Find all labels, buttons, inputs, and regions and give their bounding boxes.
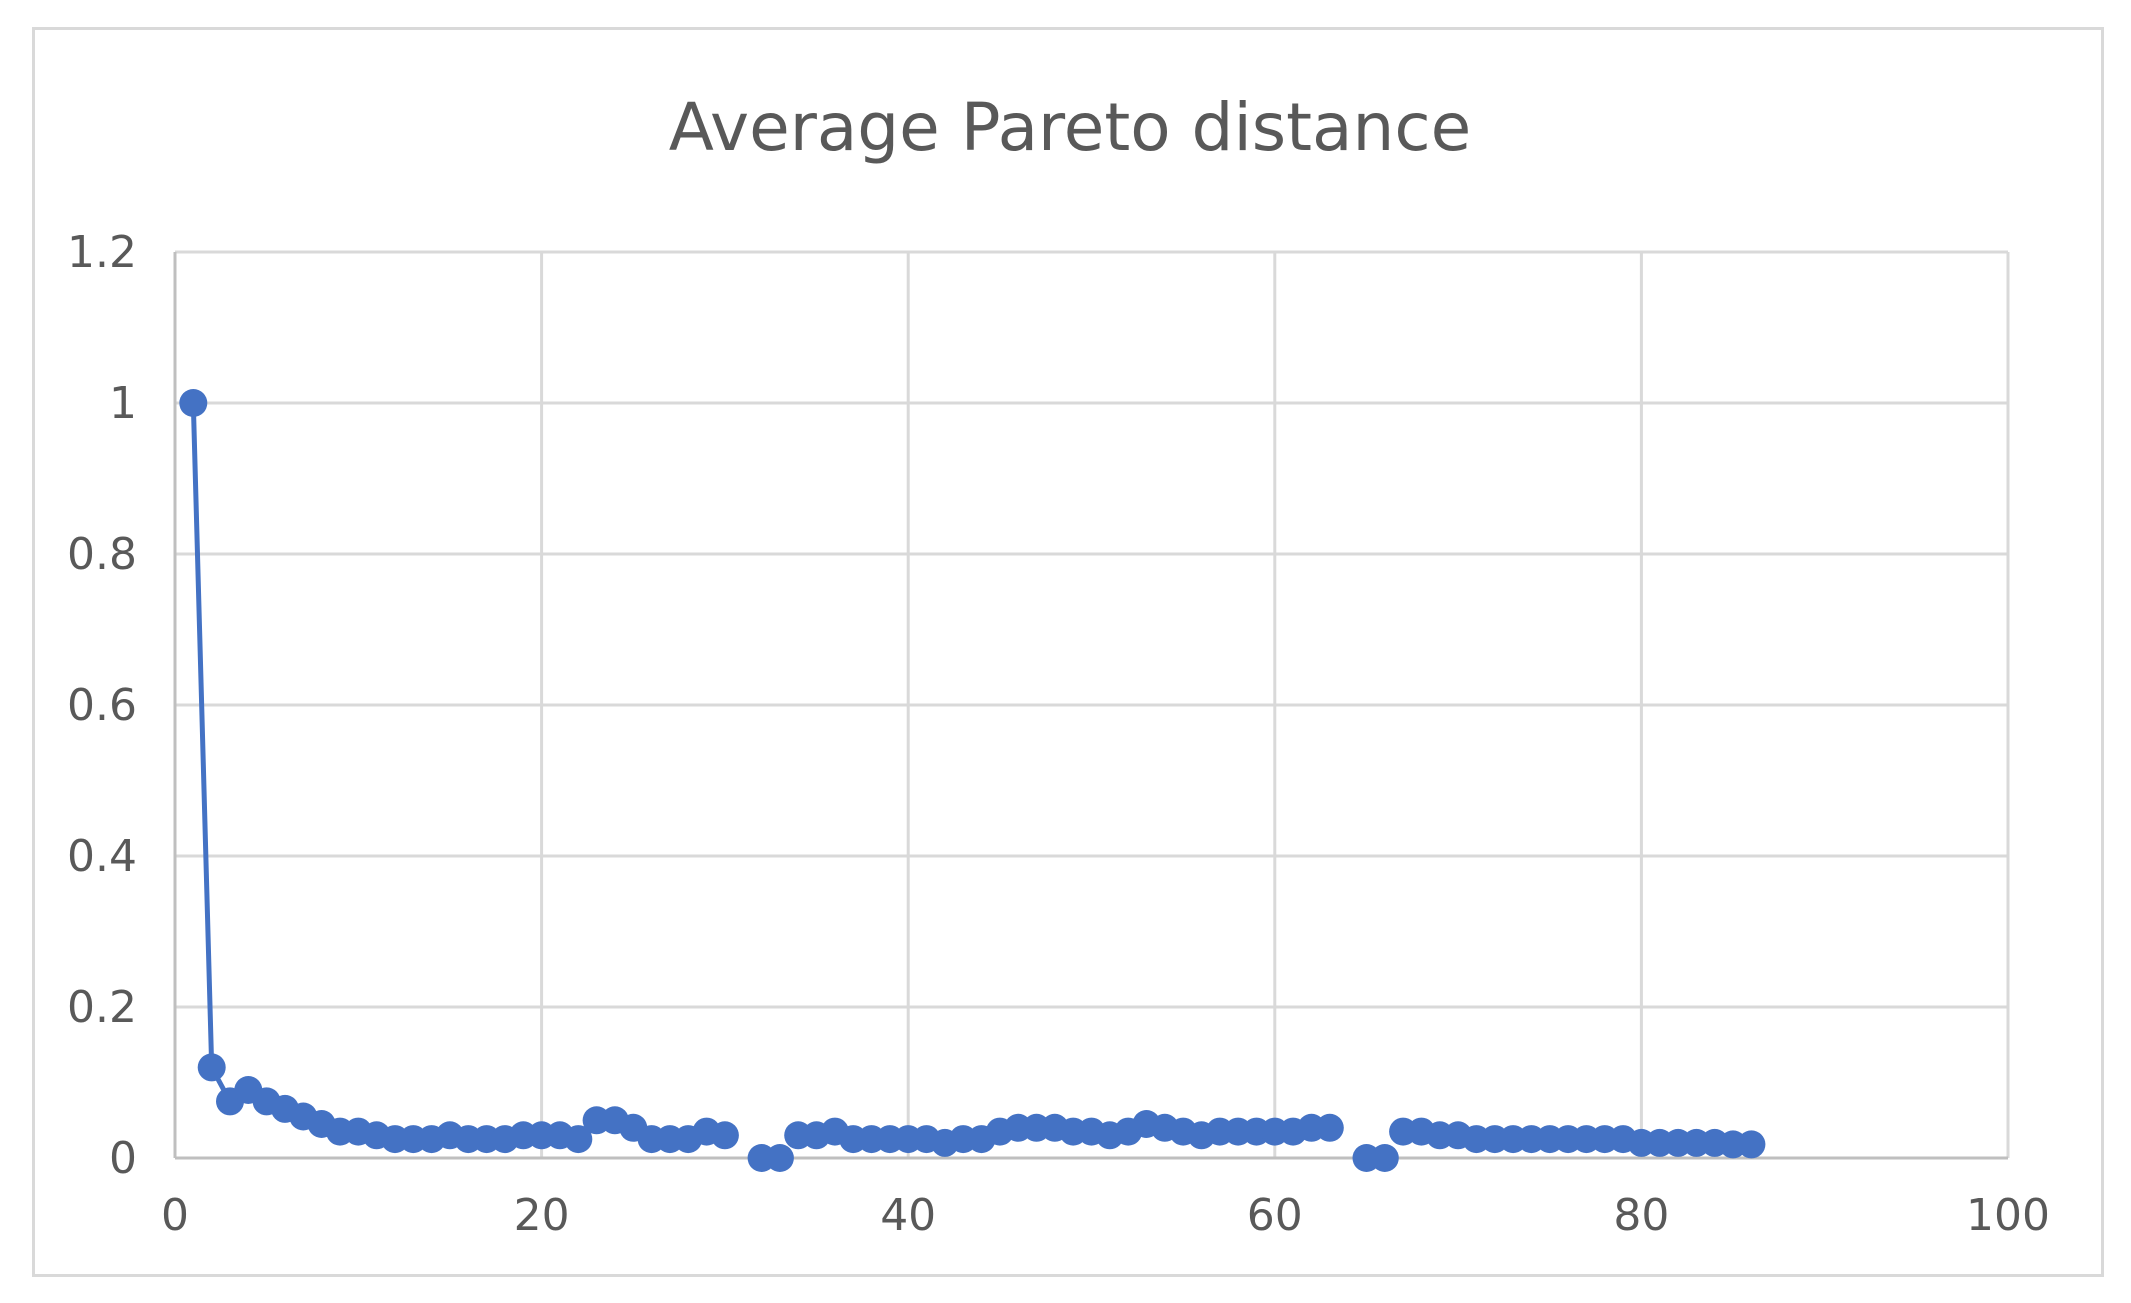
- y-tick-label: 0.8: [67, 529, 137, 580]
- series-line-segment: [190, 402, 726, 1142]
- x-tick-label: 0: [161, 1190, 189, 1241]
- y-tick-label: 0: [109, 1133, 137, 1184]
- x-tick-label: 20: [514, 1190, 570, 1241]
- data-point: [197, 1053, 226, 1082]
- x-tick-label: 80: [1613, 1190, 1669, 1241]
- data-point: [179, 389, 208, 417]
- y-tick-label: 0.4: [67, 831, 137, 882]
- data-point: [564, 1125, 593, 1154]
- y-tick-label: 0.6: [67, 680, 137, 731]
- data-point: [1370, 1144, 1399, 1172]
- y-tick-label: 1.2: [67, 227, 137, 278]
- x-tick-label: 100: [1966, 1190, 2050, 1241]
- data-point: [1315, 1113, 1344, 1142]
- chart-title: Average Pareto distance: [669, 89, 1471, 166]
- y-tick-label: 1: [109, 378, 137, 429]
- x-tick-label: 40: [880, 1190, 936, 1241]
- tick-labels: 0 0.2 0.4 0.6 0.8 1 1.2 0 20 40 60 80 100: [67, 227, 2050, 1241]
- data-point: [1737, 1130, 1766, 1159]
- axes: [173, 252, 2008, 1160]
- data-point: [710, 1121, 739, 1150]
- y-tick-label: 0.2: [67, 982, 137, 1033]
- series-average-pareto-distance: [179, 389, 1766, 1172]
- grid: [175, 250, 2010, 1158]
- x-tick-label: 60: [1247, 1190, 1303, 1241]
- chart-frame: [32, 27, 2104, 1277]
- data-point: [765, 1144, 794, 1172]
